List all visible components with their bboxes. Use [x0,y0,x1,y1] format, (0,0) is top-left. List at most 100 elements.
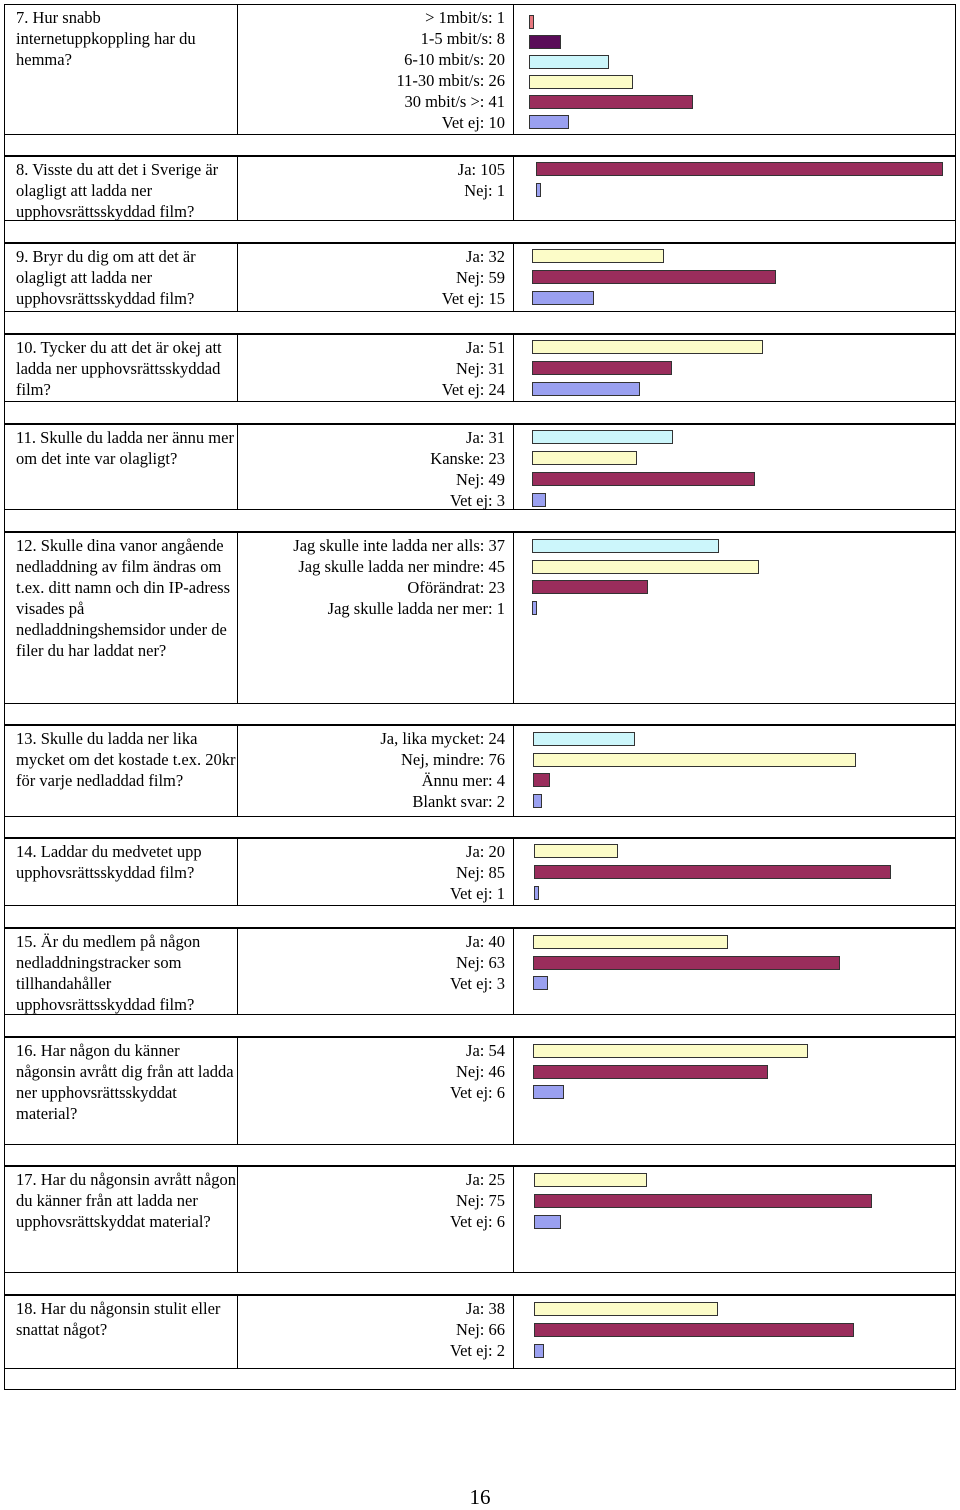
column-divider [237,1167,238,1272]
answer-label: 1-5 mbit/s: 8 [420,29,505,48]
row-separator [4,817,956,838]
answer-label: Ja: 105 [457,160,505,179]
question-text: 14. Laddar du medvetet upp upphovsrättss… [16,842,202,882]
answer-bar [532,601,537,615]
answer-bar [534,844,618,858]
answer-label: Ja: 51 [466,338,505,357]
answer-bar [532,291,594,305]
answer-list: Ja: 25 Nej: 75 Vet ej: 6 [241,1169,505,1232]
question-text: 9. Bryr du dig om att det är olagligt at… [16,247,196,308]
answer-bar [532,539,719,553]
question-text: 16. Har någon du känner någonsin avrått … [16,1041,234,1123]
answer-label: Vet ej: 6 [450,1212,505,1231]
answer-bar [529,115,569,129]
row-separator [4,1273,956,1295]
answer-bar [532,560,759,574]
question-text: 12. Skulle dina vanor angående nedladdni… [16,536,231,660]
answer-bar [534,1173,647,1187]
column-divider [513,929,514,1014]
question-row: 12. Skulle dina vanor angående nedladdni… [4,532,956,704]
column-divider [513,425,514,509]
answer-label: Nej: 49 [455,470,505,489]
row-separator [4,1369,956,1390]
column-divider [237,5,238,134]
answer-label: Vet ej: 6 [450,1083,505,1102]
answer-bar [533,956,840,970]
answer-bar [533,732,635,746]
answer-label: Nej: 66 [455,1320,505,1339]
row-separator [4,1145,956,1166]
answer-bar [529,55,609,69]
answer-bar [532,493,546,507]
answer-bar [534,1302,718,1316]
question-text: 11. Skulle du ladda ner ännu mer om det … [16,428,234,468]
answer-list: Ja: 51 Nej: 31 Vet ej: 24 [241,337,505,400]
column-divider [513,1038,514,1144]
answer-label: Jag skulle ladda ner mer: 1 [327,599,505,618]
answer-label: Jag skulle inte ladda ner alls: 37 [293,536,505,555]
answer-label: Vet ej: 10 [441,113,505,132]
question-text: 10. Tycker du att det är okej att ladda … [16,338,222,399]
answer-label: 6-10 mbit/s: 20 [404,50,505,69]
answer-label: 30 mbit/s >: 41 [404,92,505,111]
answer-label: Ja: 20 [466,842,505,861]
column-divider [513,533,514,703]
column-divider [513,5,514,134]
answer-label: Vet ej: 3 [450,491,505,510]
answer-bar [532,249,664,263]
answer-label: Vet ej: 15 [441,289,505,308]
question-row: 13. Skulle du ladda ner lika mycket om d… [4,725,956,817]
column-divider [237,1296,238,1368]
answer-bar [534,865,891,879]
answer-label: Ännu mer: 4 [421,771,505,790]
answer-bar [534,1215,561,1229]
answer-bar [534,1344,544,1358]
row-separator [4,1015,956,1037]
answer-bar [533,1085,564,1099]
answer-label: Ja: 40 [466,932,505,951]
answer-label: Ja, lika mycket: 24 [380,729,505,748]
answer-label: Nej: 63 [455,953,505,972]
answer-list: Ja: 105 Nej: 1 [241,159,505,201]
answer-bar [529,15,534,29]
answer-label: 11-30 mbit/s: 26 [396,71,505,90]
answer-bar [533,1065,768,1079]
question-row: 14. Laddar du medvetet upp upphovsrättss… [4,838,956,906]
answer-label: Blankt svar: 2 [412,792,505,811]
answer-label: Vet ej: 1 [450,884,505,903]
answer-label: Nej: 85 [455,863,505,882]
answer-label: > 1mbit/s: 1 [425,8,505,27]
column-divider [237,726,238,816]
answer-label: Vet ej: 2 [450,1341,505,1360]
question-row: 17. Har du någonsin avrått någon du känn… [4,1166,956,1273]
column-divider [513,157,514,220]
answer-bar [533,976,548,990]
answer-list: Ja: 54 Nej: 46 Vet ej: 6 [241,1040,505,1103]
question-text: 13. Skulle du ladda ner lika mycket om d… [16,729,236,790]
column-divider [237,335,238,401]
answer-bar [532,340,763,354]
row-separator [4,402,956,424]
answer-bar [536,162,943,176]
column-divider [237,1038,238,1144]
answer-list: Jag skulle inte ladda ner alls: 37 Jag sk… [241,535,505,619]
answer-list: Ja: 32 Nej: 59 Vet ej: 15 [241,246,505,309]
answer-bar [529,35,561,49]
answer-bar [532,451,637,465]
answer-bar [532,270,776,284]
answer-bar [532,580,648,594]
question-text: 18. Har du någonsin stulit eller snattat… [16,1299,221,1339]
question-row: 18. Har du någonsin stulit eller snattat… [4,1295,956,1369]
column-divider [237,425,238,509]
question-row: 10. Tycker du att det är okej att ladda … [4,334,956,402]
answer-label: Nej, mindre: 76 [400,750,505,769]
page-number: 16 [469,1485,491,1509]
column-divider [513,335,514,401]
column-divider [237,929,238,1014]
question-row: 8. Visste du att det i Sverige är olagli… [4,156,956,221]
column-divider [513,1167,514,1272]
row-separator [4,312,956,334]
answer-bar [534,1323,854,1337]
answer-label: Ja: 31 [466,428,505,447]
